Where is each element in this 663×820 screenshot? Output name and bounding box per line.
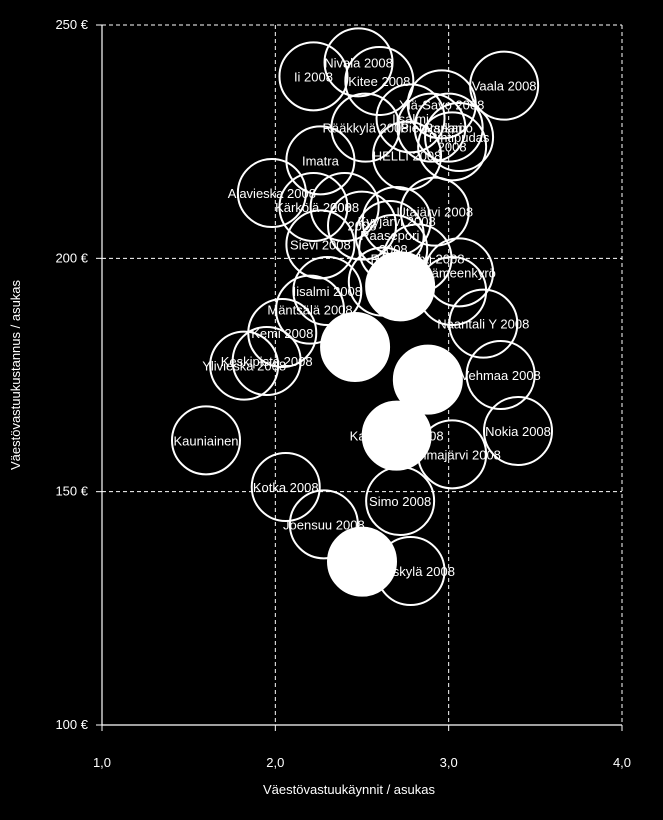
- bubble: [288, 489, 359, 560]
- x-tick-label: 3,0: [440, 755, 458, 770]
- bubble-label: Joensuu 2008: [283, 517, 365, 532]
- bubble-label: Nokia 2008: [485, 424, 551, 439]
- x-tick-label: 1,0: [93, 755, 111, 770]
- bubble-label: Kärkölä 2008: [275, 200, 352, 215]
- bubble-label: Kotka 2008: [253, 480, 319, 495]
- bubble-label: 2008: [341, 340, 370, 355]
- bubble: [483, 396, 553, 466]
- bubble: [396, 92, 467, 163]
- bubble: [448, 288, 519, 359]
- bubble: [250, 452, 321, 522]
- bubble: [372, 120, 443, 191]
- bubble-label: Vaala 2008: [472, 79, 537, 94]
- x-axis-title: Väestövastuukäynnit / asukas: [263, 782, 435, 797]
- bubble-label: Keskipiste 2008: [221, 354, 313, 369]
- bubble-label: 2008: [330, 200, 359, 215]
- bubble-label: Utajärvi 2008: [396, 205, 473, 220]
- bubble-label: Iisalmi 2008: [293, 284, 362, 299]
- bubble-label: Pihtipudas: [429, 130, 490, 145]
- y-tick-label: 150 €: [55, 484, 88, 499]
- bubble-label: Alavieska 2008: [228, 186, 316, 201]
- bubble: [278, 41, 349, 112]
- bubble-highlight: [361, 400, 432, 471]
- bubble: [327, 190, 397, 261]
- bubble: [465, 340, 536, 410]
- bubble-label: Kitee 2008: [348, 74, 410, 89]
- bubble: [285, 209, 356, 280]
- bubble-label: P 2008: [342, 555, 383, 570]
- bubble: [236, 158, 307, 228]
- bubble-label: Ylä-Savo 2008: [399, 97, 484, 112]
- bubble-label: Naantali Y 2008: [437, 317, 529, 332]
- bubble-highlight: [392, 344, 463, 415]
- bubble-label: Raasepori: [360, 228, 419, 243]
- bubble: [323, 27, 394, 98]
- bubble: [413, 92, 484, 163]
- bubble-highlight: [327, 526, 397, 597]
- bubble-label: Ruokolahti 2008: [370, 251, 464, 266]
- bubble-label: Rääkkylä 2008: [322, 121, 408, 136]
- bubble-label: Kyyjärvi 2008: [358, 214, 436, 229]
- bubble: [209, 330, 280, 401]
- bubble-highlight: [320, 312, 391, 382]
- bubble-label: 2008: [348, 219, 377, 234]
- bubble-label: Kangasala 2008: [350, 429, 444, 444]
- bubble: [424, 102, 495, 172]
- bubble-highlight: [365, 251, 436, 322]
- bubble: [344, 46, 415, 116]
- bubble: [171, 405, 241, 476]
- bubble-label: HELLI 2008: [373, 149, 442, 164]
- bubble-label: Kemi 2008: [251, 326, 313, 341]
- bubble: [417, 111, 488, 182]
- bubble-label: Simo 2008: [369, 494, 431, 509]
- y-tick-labels: 100 € 150 € 200 € 250 €: [55, 17, 88, 732]
- bubble: [278, 172, 349, 242]
- bubble-label: Vehmaa 2008: [461, 368, 541, 383]
- bubble-label: Ii 2008: [294, 69, 333, 84]
- bubble-label: Kauniainen: [173, 433, 238, 448]
- y-tick-label: 250 €: [55, 17, 88, 32]
- bubble-label: Sievi 2008: [290, 237, 351, 252]
- bubble-label: Iisalmi: [392, 111, 429, 126]
- bubble-label: Imatra: [302, 153, 340, 168]
- bubble-label: Parkano: [424, 121, 472, 136]
- bubble: [399, 176, 470, 247]
- bubble-label: Jyväskylä 2008: [366, 564, 455, 579]
- bubble-label: Juva: [414, 373, 442, 388]
- bubble: [275, 274, 345, 345]
- bubble: [309, 172, 380, 242]
- bubble-label: Mäntsälä 2008: [267, 303, 352, 318]
- y-tick-label: 100 €: [55, 717, 88, 732]
- bubble: [292, 256, 363, 326]
- y-tick-label: 200 €: [55, 250, 88, 265]
- axes: [96, 24, 623, 731]
- y-axis-title: Väestövastuukustannus / asukas: [8, 279, 23, 470]
- x-tick-labels: 1,0 2,0 3,0 4,0: [93, 755, 631, 770]
- bubble-label: 2008: [379, 242, 408, 257]
- x-tick-label: 2,0: [266, 755, 284, 770]
- bubble-label: Kuhmajärvi 2008: [403, 447, 501, 462]
- bubble: [285, 125, 356, 196]
- bubble-label: Hämeenkyrö: [422, 265, 496, 280]
- bubble-label: Nivala 2008: [324, 55, 393, 70]
- x-tick-label: 4,0: [613, 755, 631, 770]
- bubble: [375, 83, 446, 154]
- bubble: [231, 326, 302, 396]
- bubble-label: Pietarsaari: [400, 121, 462, 136]
- bubble-label: Ylivieska 2008: [202, 359, 286, 374]
- bubbles: [171, 27, 553, 606]
- bubble-label: 2008: [438, 139, 467, 154]
